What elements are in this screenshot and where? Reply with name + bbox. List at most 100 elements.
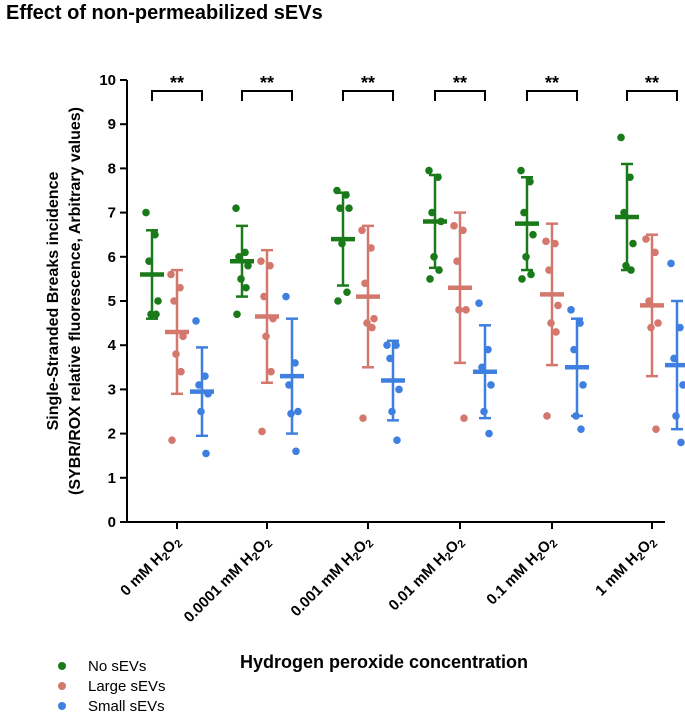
point-small-sevs-2-5: [393, 436, 401, 445]
point-small-sevs-3-4: [480, 407, 488, 416]
point-no-sevs-3-5: [435, 266, 443, 274]
point-no-sevs-2-6: [334, 297, 342, 305]
point-no-sevs-2-2: [336, 204, 344, 212]
y-tick-label-0: 0: [108, 514, 116, 531]
y-tick-label-1: 1: [108, 470, 116, 487]
point-large-sevs-5-3: [654, 319, 662, 327]
point-large-sevs-2-2: [361, 279, 369, 288]
point-no-sevs-1-5: [242, 283, 250, 292]
point-no-sevs-0-1: [151, 230, 159, 239]
point-small-sevs-1-4: [287, 409, 295, 418]
significance-bracket-5: [626, 90, 678, 101]
point-large-sevs-4-3: [554, 301, 562, 310]
point-small-sevs-0-1: [201, 372, 209, 380]
point-no-sevs-3-0: [425, 166, 433, 175]
point-large-sevs-0-0: [167, 270, 175, 279]
point-large-sevs-2-0: [358, 226, 366, 235]
y-tick-label-3: 3: [108, 381, 116, 398]
x-tick-label-5: 1 mM H2O2: [592, 533, 660, 601]
significance-bracket-1: [241, 90, 293, 101]
x-tick-label-part-1-0: 0.0001 mM H: [181, 550, 257, 626]
x-tick-label-part-3-0: 0.01 mM H: [385, 550, 449, 614]
legend-marker-large-sevs: [58, 682, 66, 690]
point-small-sevs-0-2: [195, 381, 203, 389]
point-no-sevs-3-4: [430, 252, 438, 261]
point-small-sevs-2-4: [388, 407, 396, 416]
point-large-sevs-2-4: [363, 319, 371, 327]
x-tick-label-part-4-0: 0.1 mM H: [483, 550, 542, 609]
point-small-sevs-3-1: [484, 345, 492, 354]
y-tick-label-9: 9: [108, 116, 116, 133]
y-tick-label-4: 4: [108, 337, 117, 354]
point-no-sevs-2-1: [342, 191, 350, 199]
point-no-sevs-0-5: [152, 310, 160, 319]
point-large-sevs-4-2: [545, 266, 553, 274]
point-no-sevs-3-1: [434, 173, 442, 182]
point-small-sevs-5-4: [672, 412, 680, 420]
point-small-sevs-2-2: [386, 354, 394, 363]
point-no-sevs-4-2: [520, 208, 528, 217]
point-large-sevs-4-5: [552, 328, 560, 336]
point-small-sevs-5-2: [670, 354, 678, 363]
point-large-sevs-1-0: [257, 257, 265, 266]
point-large-sevs-4-4: [547, 319, 555, 327]
point-small-sevs-1-2: [285, 381, 293, 389]
point-large-sevs-0-3: [179, 332, 187, 341]
legend-item-large-sevs: Large sEVs: [58, 676, 166, 696]
point-small-sevs-3-3: [487, 381, 495, 389]
point-small-sevs-5-3: [679, 381, 685, 389]
point-no-sevs-4-6: [518, 275, 526, 283]
point-small-sevs-1-5: [292, 447, 300, 456]
legend-marker-no-sevs: [58, 662, 66, 670]
point-no-sevs-0-0: [142, 208, 150, 217]
y-tick-label-5: 5: [108, 293, 116, 310]
x-tick-label-part-5-0: 1 mM H: [592, 550, 642, 600]
y-tick-label-8: 8: [108, 160, 116, 177]
point-small-sevs-2-3: [395, 385, 403, 394]
point-no-sevs-5-5: [627, 266, 635, 274]
point-no-sevs-1-2: [235, 252, 243, 261]
x-tick-label-1: 0.0001 mM H2O2: [181, 533, 276, 628]
point-no-sevs-4-1: [526, 177, 534, 186]
point-small-sevs-0-3: [204, 390, 212, 398]
point-no-sevs-4-4: [522, 252, 530, 261]
point-large-sevs-0-5: [177, 367, 185, 376]
point-large-sevs-3-3: [462, 306, 470, 314]
point-large-sevs-0-6: [168, 436, 176, 445]
legend: No sEVs Large sEVs Small sEVs: [58, 656, 166, 716]
legend-marker-small-sevs: [58, 702, 66, 710]
point-no-sevs-5-0: [617, 133, 625, 142]
point-large-sevs-1-3: [269, 314, 277, 323]
point-no-sevs-4-5: [527, 270, 535, 279]
point-large-sevs-1-4: [262, 332, 270, 341]
point-no-sevs-3-3: [437, 217, 445, 226]
y-tick-label-6: 6: [108, 249, 116, 266]
point-large-sevs-4-0: [542, 237, 550, 246]
point-no-sevs-1-1: [241, 248, 249, 257]
point-large-sevs-5-4: [647, 323, 655, 332]
x-tick-label-part-0-0: 0 mM H: [117, 550, 167, 600]
point-large-sevs-5-0: [642, 235, 650, 243]
point-large-sevs-2-6: [359, 414, 367, 422]
significance-label-0: **: [170, 73, 184, 93]
point-large-sevs-3-4: [455, 306, 463, 314]
point-small-sevs-5-5: [677, 438, 685, 447]
significance-label-5: **: [645, 73, 659, 93]
y-axis-label-line1: Single-Stranded Breaks incidence: [45, 172, 62, 431]
x-tick-label-4: 0.1 mM H2O2: [483, 533, 560, 610]
point-large-sevs-2-1: [367, 244, 375, 252]
y-tick-label-7: 7: [108, 205, 116, 222]
legend-label-no-sevs: No sEVs: [88, 657, 147, 675]
point-no-sevs-0-3: [154, 297, 162, 305]
point-no-sevs-4-0: [517, 166, 525, 175]
point-small-sevs-2-0: [383, 341, 391, 350]
point-large-sevs-4-1: [551, 239, 559, 248]
point-no-sevs-5-3: [629, 239, 637, 248]
x-tick-label-2: 0.001 mM H2O2: [288, 533, 377, 622]
point-large-sevs-5-2: [645, 297, 653, 305]
point-large-sevs-0-2: [170, 297, 178, 305]
point-small-sevs-0-4: [197, 407, 205, 416]
point-small-sevs-4-1: [576, 319, 584, 327]
point-small-sevs-4-4: [572, 412, 580, 420]
